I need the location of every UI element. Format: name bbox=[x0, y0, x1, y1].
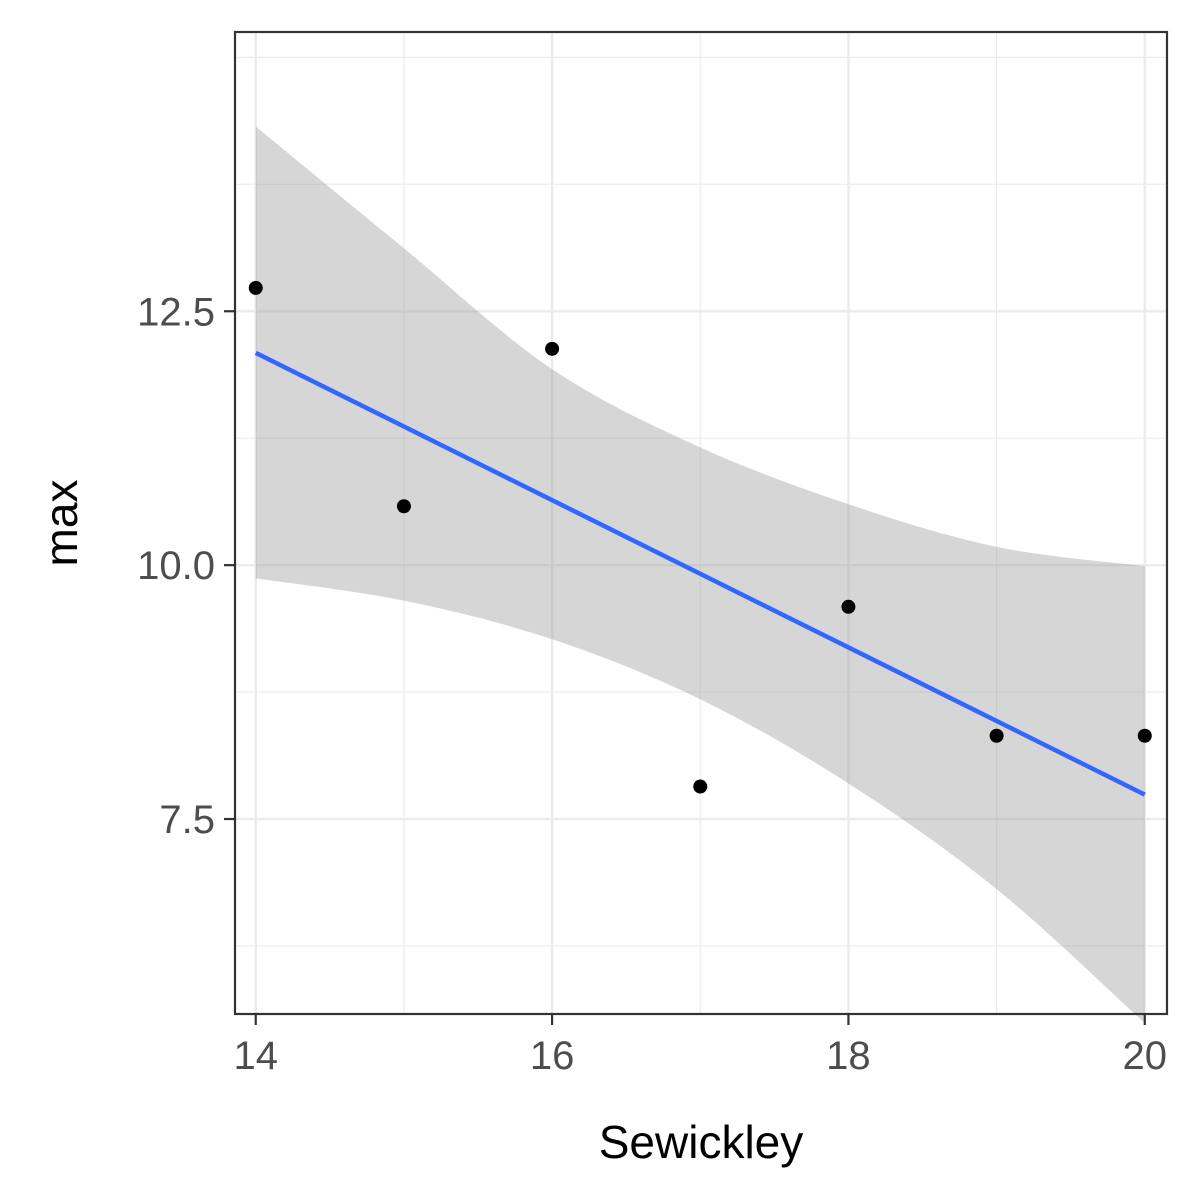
y-tick-label: 12.5 bbox=[137, 290, 215, 334]
major-gridlines bbox=[235, 32, 1167, 1014]
x-tick-label: 16 bbox=[530, 1034, 575, 1078]
x-tick-label: 18 bbox=[826, 1034, 871, 1078]
y-axis: 7.5 10.0 12.5 bbox=[137, 290, 235, 842]
data-point bbox=[545, 341, 560, 356]
data-point bbox=[248, 280, 263, 295]
data-point bbox=[841, 599, 856, 614]
y-tick-label: 7.5 bbox=[159, 798, 215, 842]
plot-panel-background bbox=[235, 32, 1167, 1014]
data-points bbox=[248, 280, 1152, 794]
x-axis-title: Sewickley bbox=[599, 1116, 804, 1168]
x-tick-label: 20 bbox=[1123, 1034, 1168, 1078]
x-axis: 14 16 18 20 bbox=[233, 1014, 1167, 1078]
data-point bbox=[989, 728, 1004, 743]
regression-line bbox=[254, 350, 1146, 797]
minor-gridlines bbox=[235, 32, 1167, 1014]
plot-panel-border bbox=[233, 30, 1169, 1016]
data-point bbox=[1137, 728, 1152, 743]
x-tick-label: 14 bbox=[233, 1034, 278, 1078]
data-point bbox=[693, 779, 708, 794]
y-axis-title: max bbox=[35, 480, 87, 567]
y-tick-label: 10.0 bbox=[137, 544, 215, 588]
data-point bbox=[396, 499, 411, 514]
